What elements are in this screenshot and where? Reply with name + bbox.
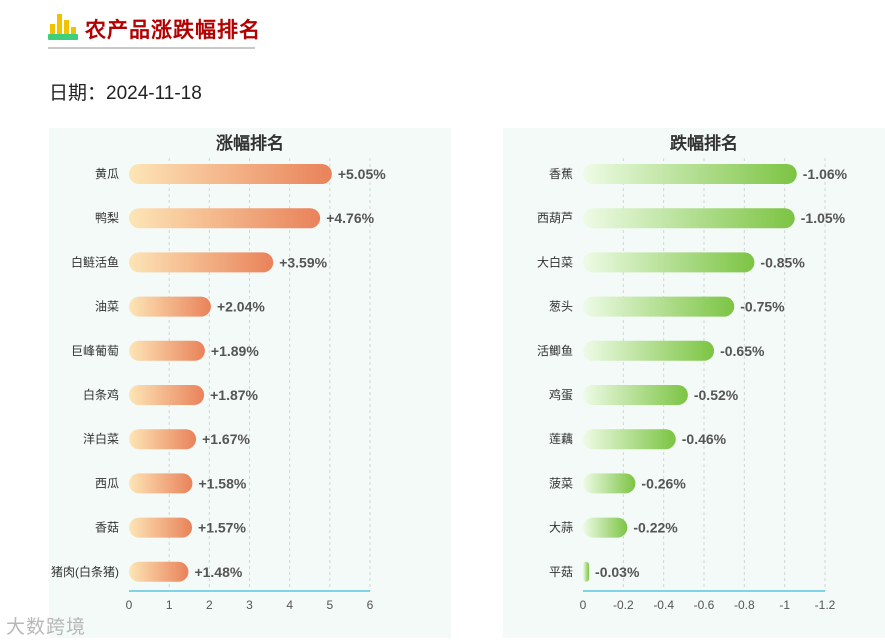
category-label: 油菜 xyxy=(95,300,119,314)
bar xyxy=(583,561,590,582)
value-label: -0.03% xyxy=(595,564,640,580)
bar xyxy=(129,517,193,538)
x-tick-label: -0.6 xyxy=(694,598,715,612)
value-label: +1.48% xyxy=(194,564,242,580)
bar-chart-logo-icon xyxy=(48,14,78,40)
x-tick-label: 1 xyxy=(166,598,173,612)
value-label: -0.85% xyxy=(760,254,805,270)
category-label: 菠菜 xyxy=(549,476,573,490)
value-label: -0.26% xyxy=(641,475,686,491)
category-label: 西瓜 xyxy=(95,476,119,490)
x-tick-label: 3 xyxy=(246,598,253,612)
loss-ranking-svg: 跌幅排名 0 -0.2 -0.4 -0.6 -0.8 -1 -1.2 香蕉 -1.06% 西葫芦 -1… xyxy=(537,133,848,612)
category-label: 平菇 xyxy=(549,565,573,579)
value-label: +1.89% xyxy=(211,343,259,359)
bar xyxy=(129,208,321,229)
x-tick-label: -0.2 xyxy=(613,598,634,612)
category-label: 大白菜 xyxy=(537,254,573,269)
x-tick-label: 0 xyxy=(126,598,133,612)
value-label: -1.05% xyxy=(801,210,846,226)
gain-ranking-chart: 涨幅排名 0 1 2 3 4 5 6 黄瓜 +5.05% 鸭梨 +4.76% 白鲢活鱼 +3.59% 油菜 +… xyxy=(49,128,451,638)
value-label: +2.04% xyxy=(217,299,265,315)
value-label: +5.05% xyxy=(338,166,386,182)
x-tick-label: 4 xyxy=(286,598,293,612)
category-label: 黄瓜 xyxy=(95,167,119,181)
bar xyxy=(129,561,189,582)
x-tick-label: -1 xyxy=(779,598,790,612)
x-tick-label: -0.4 xyxy=(653,598,674,612)
category-label: 鸭梨 xyxy=(95,211,119,225)
category-label: 鸡蛋 xyxy=(549,387,573,402)
x-tick-label: -1.2 xyxy=(815,598,836,612)
bar xyxy=(583,340,715,361)
value-label: -1.06% xyxy=(803,166,848,182)
date-label: 日期：2024-11-18 xyxy=(49,83,202,104)
bar xyxy=(583,208,795,229)
x-tick-label: 2 xyxy=(206,598,213,612)
value-label: +1.67% xyxy=(202,431,250,447)
gain-ranking-svg: 涨幅排名 0 1 2 3 4 5 6 黄瓜 +5.05% 鸭梨 +4.76% 白鲢活鱼 +3.59% 油菜 +… xyxy=(51,133,386,612)
value-label: +1.57% xyxy=(198,520,246,536)
bar xyxy=(129,473,193,494)
value-label: -0.52% xyxy=(694,387,739,403)
bar xyxy=(129,385,205,405)
category-label: 西葫芦 xyxy=(537,211,573,225)
watermark: 大数跨境 xyxy=(6,617,87,638)
value-label: +4.76% xyxy=(326,210,374,226)
bar xyxy=(129,252,274,273)
category-label: 香菇 xyxy=(95,521,119,535)
page-title: 农产品涨跌幅排名 xyxy=(85,19,261,42)
value-label: +1.58% xyxy=(198,475,246,491)
bar xyxy=(583,517,628,538)
value-label: +1.87% xyxy=(210,387,258,403)
bar xyxy=(129,429,197,450)
bar xyxy=(129,340,205,361)
header-divider xyxy=(48,47,255,49)
category-label: 莲藕 xyxy=(549,432,573,446)
bar xyxy=(583,252,755,273)
category-label: 香蕉 xyxy=(549,167,573,181)
category-label: 猪肉(白条猪) xyxy=(51,564,119,579)
x-tick-label: 5 xyxy=(326,598,333,612)
loss-ranking-chart: 跌幅排名 0 -0.2 -0.4 -0.6 -0.8 -1 -1.2 香蕉 -1.06% 西葫芦 -1… xyxy=(503,128,885,638)
value-label: -0.22% xyxy=(633,520,678,536)
category-label: 活鲫鱼 xyxy=(537,344,573,358)
bar xyxy=(583,429,676,450)
category-label: 白鲢活鱼 xyxy=(71,254,119,269)
value-label: +3.59% xyxy=(279,254,327,270)
bar xyxy=(583,296,735,317)
x-tick-label: 0 xyxy=(580,598,587,612)
bar xyxy=(583,385,688,405)
bar xyxy=(129,164,332,184)
value-label: -0.65% xyxy=(720,343,765,359)
x-tick-label: -0.8 xyxy=(734,598,755,612)
chart-title: 涨幅排名 xyxy=(216,133,284,153)
category-label: 巨峰葡萄 xyxy=(71,344,119,358)
category-label: 洋白菜 xyxy=(83,431,119,446)
category-label: 葱头 xyxy=(549,300,573,314)
bar xyxy=(583,473,636,494)
chart-title: 跌幅排名 xyxy=(670,133,738,153)
value-label: -0.75% xyxy=(740,299,785,315)
bar xyxy=(583,164,797,184)
bar xyxy=(129,296,211,317)
value-label: -0.46% xyxy=(682,431,727,447)
page-header: 农产品涨跌幅排名 xyxy=(48,10,260,50)
category-label: 白条鸡 xyxy=(83,387,119,402)
category-label: 大蒜 xyxy=(549,521,573,535)
x-tick-label: 6 xyxy=(367,598,374,612)
